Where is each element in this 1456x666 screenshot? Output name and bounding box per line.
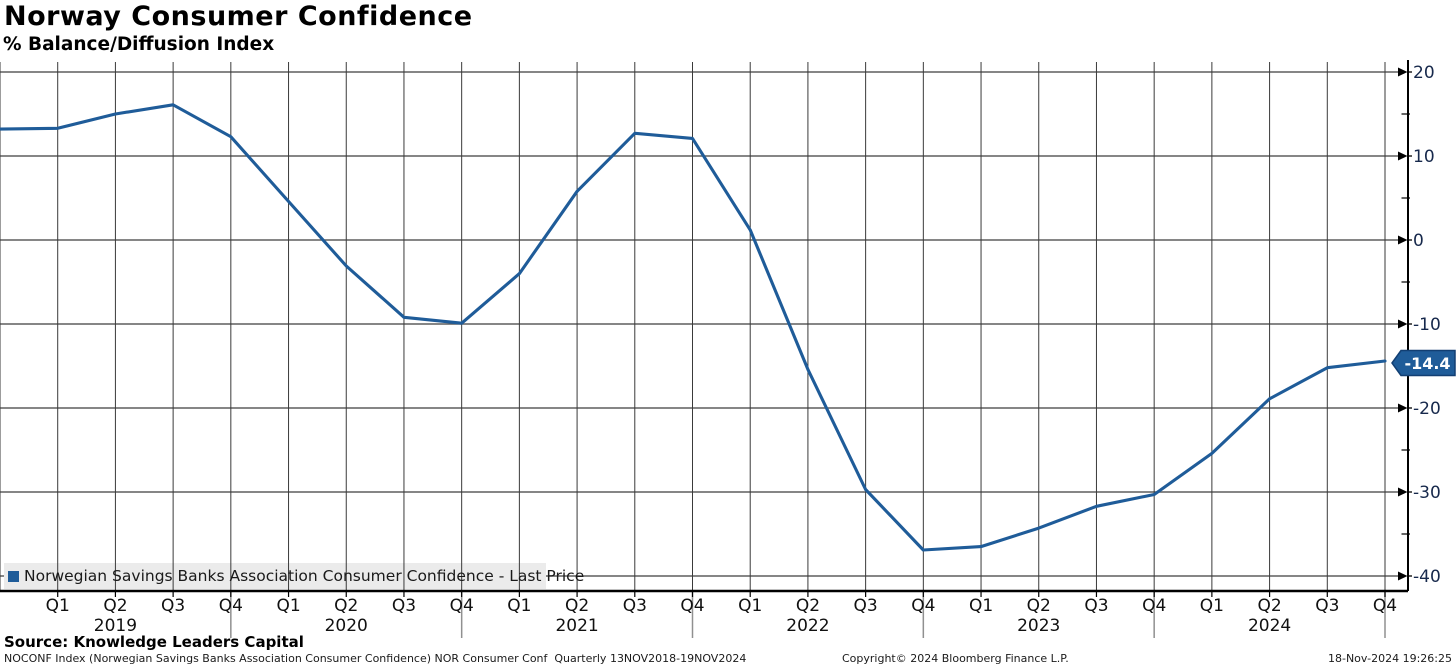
y-axis-label: 10	[1413, 147, 1435, 167]
source-credit: Source: Knowledge Leaders Capital	[4, 633, 304, 651]
y-axis-label: -20	[1413, 399, 1441, 419]
x-axis-quarter-label: Q1	[46, 596, 70, 616]
y-axis-label: -40	[1413, 567, 1441, 587]
tick-arrow-icon	[1398, 487, 1408, 497]
x-axis-quarter-label: Q3	[623, 596, 647, 616]
x-axis-quarter-label: Q1	[507, 596, 531, 616]
x-axis-quarter-label: Q2	[103, 596, 127, 616]
x-axis-quarter-label: Q2	[796, 596, 820, 616]
y-axis-label: -10	[1413, 315, 1441, 335]
tick-arrow-icon	[1398, 151, 1408, 161]
x-axis-quarter-label: Q4	[1142, 596, 1166, 616]
series-line	[0, 103, 1387, 552]
tick-arrow-icon	[1398, 571, 1408, 581]
legend-series-label: Norwegian Savings Banks Association Cons…	[24, 567, 585, 585]
copyright-notice: Copyright© 2024 Bloomberg Finance L.P.	[842, 652, 1069, 665]
x-axis-quarter-label: Q1	[1200, 596, 1224, 616]
legend-swatch-icon	[8, 570, 19, 582]
x-axis-year-label: 2019	[94, 616, 137, 636]
tick-arrow-icon	[1398, 235, 1408, 245]
x-axis-quarter-label: Q2	[334, 596, 358, 616]
x-axis-year-label: 2022	[786, 616, 829, 636]
x-axis-quarter-label: Q3	[854, 596, 878, 616]
page-subtitle: % Balance/Diffusion Index	[3, 34, 275, 55]
page-title: Norway Consumer Confidence	[4, 1, 473, 32]
x-axis-year-label: 2024	[1248, 616, 1291, 636]
x-axis-quarter-label: Q4	[450, 596, 474, 616]
last-price-value: -14.4	[1404, 354, 1450, 373]
x-axis-quarter-label: Q3	[161, 596, 185, 616]
y-axis-label: 20	[1413, 63, 1435, 83]
x-axis-quarter-label: Q1	[276, 596, 300, 616]
x-axis-quarter-label: Q1	[969, 596, 993, 616]
ticker-description: NOCONF Index (Norwegian Savings Banks As…	[4, 652, 747, 665]
legend: Norwegian Savings Banks Association Cons…	[4, 563, 584, 589]
last-price-badge	[1391, 349, 1456, 377]
x-axis-year-label: 2021	[555, 616, 598, 636]
tick-arrow-icon	[1398, 403, 1408, 413]
y-axis-label: 0	[1413, 231, 1424, 251]
x-axis-quarter-label: Q4	[911, 596, 935, 616]
x-axis-quarter-label: Q1	[738, 596, 762, 616]
tick-arrow-icon	[1398, 67, 1408, 77]
x-axis-quarter-label: Q3	[1084, 596, 1108, 616]
x-axis-year-label: 2020	[325, 616, 368, 636]
timestamp: 18-Nov-2024 19:26:25	[1327, 652, 1452, 665]
x-axis-quarter-label: Q3	[392, 596, 416, 616]
y-axis-label: -30	[1413, 483, 1441, 503]
x-axis-quarter-label: Q3	[1315, 596, 1339, 616]
legend-background	[4, 563, 546, 589]
tick-arrow-icon	[1398, 319, 1408, 329]
x-axis-year-label: 2023	[1017, 616, 1060, 636]
x-axis-quarter-label: Q2	[1027, 596, 1051, 616]
x-axis-quarter-label: Q2	[1257, 596, 1281, 616]
x-axis-quarter-label: Q4	[219, 596, 243, 616]
x-axis-quarter-label: Q4	[1373, 596, 1397, 616]
x-axis-quarter-label: Q2	[565, 596, 589, 616]
x-axis-quarter-label: Q4	[680, 596, 704, 616]
